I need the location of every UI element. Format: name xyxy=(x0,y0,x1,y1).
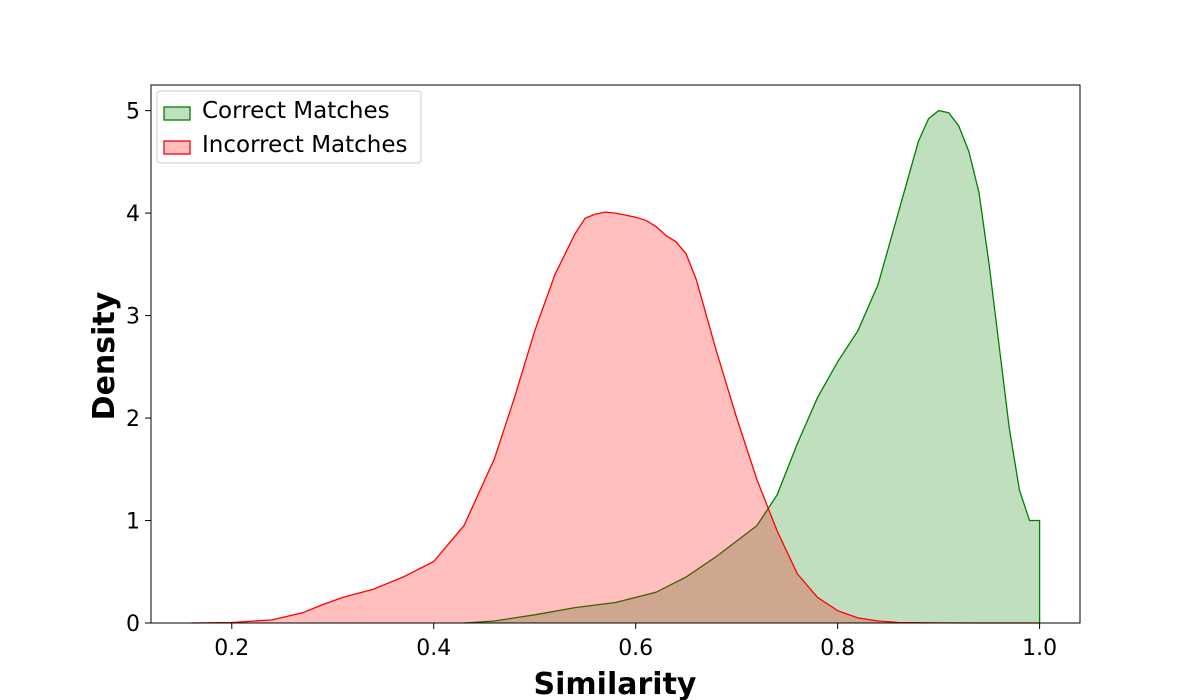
x-axis-label: Similarity xyxy=(534,667,697,700)
legend: Correct Matches Incorrect Matches xyxy=(156,90,422,164)
density-areas xyxy=(191,109,1041,624)
legend-label-incorrect-matches: Incorrect Matches xyxy=(202,132,408,158)
x-tick-label: 0.2 xyxy=(214,636,249,661)
y-axis-ticks: 0 1 2 3 4 5 xyxy=(126,100,151,637)
x-tick-label: 0.8 xyxy=(820,636,855,661)
x-tick-label: 1.0 xyxy=(1022,636,1057,661)
x-tick-label: 0.4 xyxy=(416,636,451,661)
legend-label-correct-matches: Correct Matches xyxy=(202,98,390,124)
x-axis-ticks: 0.2 0.4 0.6 0.8 1.0 xyxy=(214,623,1057,661)
legend-swatch-incorrect-matches xyxy=(163,140,191,155)
y-tick-label: 4 xyxy=(126,202,140,227)
x-tick-label: 0.6 xyxy=(618,636,653,661)
y-axis-label: Density xyxy=(87,291,122,420)
legend-frame xyxy=(156,90,422,164)
y-tick-label: 1 xyxy=(126,510,140,535)
density-line-correct-matches xyxy=(463,109,1041,624)
legend-swatch-correct-matches xyxy=(163,106,191,121)
area-fill-correct-matches xyxy=(464,110,1040,624)
y-tick-label: 2 xyxy=(126,407,140,432)
y-tick-label: 3 xyxy=(126,305,140,330)
area-fill-incorrect-matches xyxy=(191,212,1040,623)
density-line-incorrect-matches xyxy=(191,211,1040,624)
plot-frame xyxy=(150,84,1081,624)
y-tick-label: 0 xyxy=(126,612,140,637)
y-tick-label: 5 xyxy=(126,100,140,125)
